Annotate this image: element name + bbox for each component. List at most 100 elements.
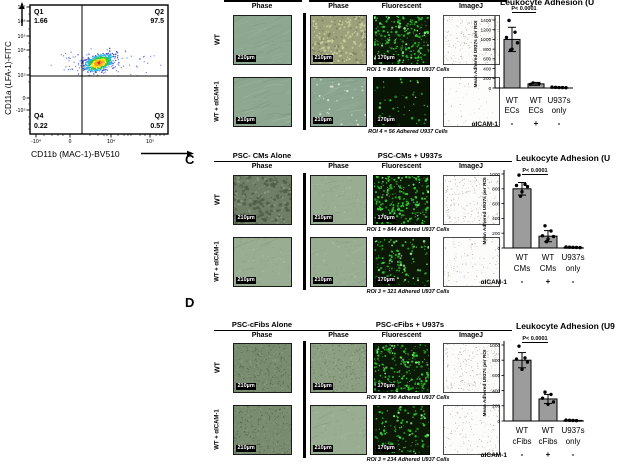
flow-cytometry-plot: Q11.66Q297.5Q40.22Q30.5710⁷10⁶10⁵10⁴10³0… <box>4 2 194 159</box>
alone-group-header: PSC- CMs Alone <box>214 151 310 162</box>
micrograph-texture <box>444 344 499 392</box>
scale-bar-label: 210µm <box>236 383 257 390</box>
combo-group-header: PSC-cFibs + U937s <box>308 320 512 331</box>
column-label-imagej: ImageJ <box>458 3 484 10</box>
y-tick-label: 800 <box>492 358 500 364</box>
y-tick-label: 400 <box>483 66 491 72</box>
p-value-label: P< 0.0001 <box>522 168 547 174</box>
combo-group-header: PSC-CMs + U937s <box>308 151 512 162</box>
roi-caption-row2: ROI 3 = 321 Adhered U937 Cells <box>366 289 450 295</box>
micrograph-texture <box>444 176 499 224</box>
data-point <box>520 190 524 194</box>
data-point <box>574 245 579 250</box>
row-label-wt: WT <box>214 194 222 205</box>
micrograph-cfibs-u937-aicam1-phase: 210µm <box>310 405 367 455</box>
quadrant-q2-value: 97.5 <box>150 18 164 25</box>
x-category-line1: WT <box>542 253 555 262</box>
data-point <box>551 400 556 404</box>
data-point <box>520 367 524 372</box>
scale-bar-label: 210µm <box>236 445 257 452</box>
roi-caption-row1: ROI 1 = 790 Adhered U937 Cells <box>366 395 450 401</box>
micrograph-cfibs-alone-wt-phase: 210µm <box>233 343 292 393</box>
flow-y-tick: 10⁴ <box>17 48 25 54</box>
y-tick-label: 1000 <box>481 37 492 43</box>
scale-bar-label: 170µm <box>376 383 397 390</box>
data-point <box>540 396 545 400</box>
data-point <box>564 418 568 422</box>
scale-bar-label: 210µm <box>313 445 334 452</box>
micrograph-ecs-u937-aicam1-fluorescent: 170µm <box>373 77 430 127</box>
y-tick-label: 1000 <box>490 343 501 349</box>
x-category-line1: U937s <box>561 426 584 435</box>
quadrant-q3-label: Q3 <box>155 113 164 120</box>
data-point <box>567 245 572 249</box>
data-point <box>517 344 521 348</box>
scale-bar-label: 210µm <box>313 117 334 124</box>
data-point <box>525 184 530 189</box>
micrograph-ecs-u937-aicam1-imagej <box>443 77 500 127</box>
micrograph-texture <box>444 238 499 286</box>
quadrant-q1-label: Q1 <box>34 9 43 16</box>
scale-bar-label: 210µm <box>236 55 257 62</box>
flow-x-tick: 0 <box>68 139 71 145</box>
data-point <box>528 82 533 87</box>
micrograph-texture <box>444 78 499 126</box>
micrograph-texture <box>311 16 366 64</box>
group-divider-line <box>303 173 306 290</box>
column-label-phase: Phase <box>328 3 349 10</box>
quadrant-q2-label: Q2 <box>155 9 164 16</box>
micrograph-texture <box>444 406 499 454</box>
scatter-cluster <box>50 47 162 77</box>
roi-caption-row1: ROI 1 = 816 Adhered U937 Cells <box>366 67 450 73</box>
micrograph-cfibs-u937-aicam1-fluorescent: 170µm <box>373 405 430 455</box>
data-point <box>564 86 568 90</box>
micrograph-texture <box>374 344 429 392</box>
data-point <box>537 81 541 86</box>
flow-x-tick: 10⁴ <box>107 139 115 145</box>
group-divider-line <box>303 13 306 130</box>
column-label-phase-alone: Phase <box>251 163 273 170</box>
micrograph-texture <box>234 406 291 454</box>
micrograph-cms-u937-aicam1-fluorescent: 170µm <box>373 237 430 287</box>
chart-leukocyte-adhesion-cfibs: Leukocyte Adhesion (U9 P< 0.0001 0 200 400 60… <box>481 321 616 459</box>
icam-symbol: - <box>558 119 561 128</box>
data-point <box>571 245 575 250</box>
data-point <box>515 41 520 45</box>
scale-bar-label: 210µm <box>236 215 257 222</box>
x-category-line2: only <box>566 264 581 273</box>
x-category-line1: WT <box>506 96 519 105</box>
data-point <box>553 85 558 90</box>
data-point <box>523 356 527 360</box>
flow-y-tick: 10³ <box>17 73 25 79</box>
y-tick-label: 800 <box>492 187 500 193</box>
row-label-wt: WT <box>214 34 222 45</box>
scale-bar-label: 170µm <box>376 277 397 284</box>
micrograph-cfibs-alone-aicam1-phase: 210µm <box>233 405 292 455</box>
data-point <box>517 173 521 177</box>
scale-bar-label: 210µm <box>236 117 257 124</box>
column-label-phase: Phase <box>328 163 349 170</box>
bar <box>512 188 532 249</box>
y-tick-label: 1400 <box>481 18 492 24</box>
x-category-line2: CMs <box>540 264 556 273</box>
data-point <box>550 85 554 89</box>
micrograph-cms-u937-wt-imagej <box>443 175 500 225</box>
chart-title: Leukocyte Adhesion (U9 <box>516 321 615 331</box>
quadrant-q4-value: 0.22 <box>34 123 48 130</box>
data-point <box>557 85 561 90</box>
scale-bar-label: 210µm <box>313 383 334 390</box>
icam-symbol: + <box>546 277 551 286</box>
data-point <box>540 234 545 238</box>
icam-row-label: αICAM-1 <box>472 121 499 128</box>
data-point <box>567 418 572 423</box>
chart-leukocyte-adhesion-cms: Leukocyte Adhesion (U P< 0.0001 0 200 400 600… <box>481 153 611 286</box>
x-category-line1: WT <box>516 426 529 435</box>
y-axis-arrow-icon <box>19 2 25 9</box>
x-category-line1: WT <box>516 253 529 262</box>
x-category-line2: cFibs <box>538 437 557 446</box>
y-tick-label: 0 <box>498 246 501 252</box>
micrograph-ecs-u937-wt-imagej <box>443 15 500 65</box>
flow-x-tick: 10⁵ <box>146 139 154 145</box>
column-label-fluorescent: Fluorescent <box>381 163 422 170</box>
